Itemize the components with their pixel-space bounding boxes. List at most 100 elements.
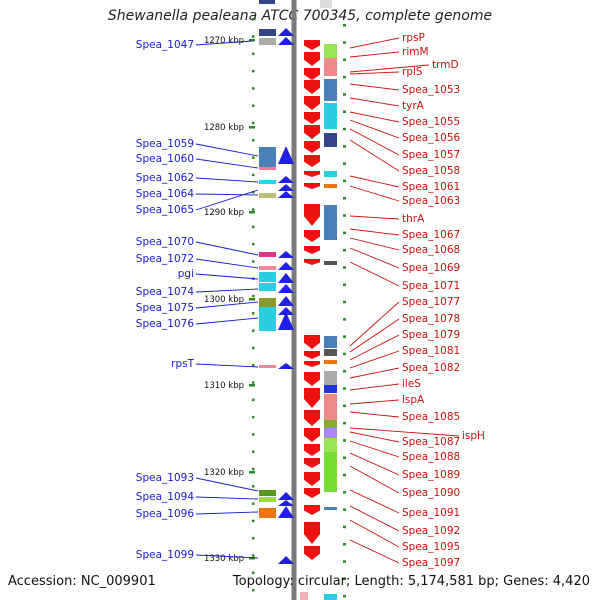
label-connector	[195, 301, 259, 309]
forward-gene-arrow	[278, 184, 294, 191]
tick-mark	[249, 471, 255, 474]
track-dot	[252, 554, 255, 557]
reverse-gene-arrow	[304, 351, 320, 359]
reverse-gene-arrow	[304, 458, 320, 468]
gene-block	[324, 336, 337, 348]
forward-gene-arrow	[278, 284, 294, 293]
genome-info-text: Topology: circular; Length: 5,174,581 bp…	[232, 574, 590, 589]
gene-label-right: Spea_1071	[402, 280, 460, 292]
label-connector	[349, 139, 400, 172]
gene-block	[324, 44, 337, 58]
track-dot	[343, 145, 346, 148]
gene-label-right: Spea_1097	[402, 557, 460, 569]
gene-label-right: tyrA	[402, 100, 425, 112]
label-connector	[195, 258, 259, 269]
gene-block	[259, 193, 276, 198]
reverse-gene-arrow	[304, 335, 320, 349]
tick-mark	[249, 557, 255, 560]
label-connector	[195, 288, 259, 293]
gene-label-left: Spea_1062	[136, 172, 194, 184]
label-connector	[349, 350, 400, 369]
track-dot	[252, 52, 255, 56]
gene-block	[324, 438, 337, 452]
label-connector	[349, 237, 400, 251]
track-dot	[252, 329, 255, 332]
gene-label-right: Spea_1089	[402, 469, 460, 481]
track-dot	[343, 404, 346, 408]
gene-block	[259, 497, 276, 502]
label-connector	[195, 40, 253, 46]
track-dot	[252, 225, 255, 229]
gene-label-right: Spea_1063	[402, 195, 460, 207]
track-dot	[343, 197, 346, 200]
gene-block	[324, 133, 337, 147]
track-dot	[252, 502, 255, 505]
tick-label: 1300 kbp	[204, 295, 244, 305]
track-dot	[343, 93, 346, 96]
tick-label: 1320 kbp	[204, 468, 244, 478]
gene-block	[324, 171, 337, 177]
gene-block	[324, 103, 337, 129]
track-dot	[252, 346, 255, 350]
track-dot	[252, 242, 255, 246]
reverse-gene-arrow	[304, 230, 320, 242]
label-connector	[195, 241, 259, 256]
label-connector	[349, 465, 400, 494]
track-dot	[343, 421, 346, 425]
forward-gene-arrow	[278, 307, 294, 315]
forward-gene-arrow	[278, 37, 294, 45]
label-connector	[195, 477, 259, 492]
track-dot	[252, 294, 255, 298]
reverse-gene-arrow	[304, 52, 320, 66]
label-connector	[195, 158, 259, 169]
tick-label: 1280 kbp	[204, 123, 244, 133]
track-dot	[252, 35, 255, 38]
forward-gene-arrow	[278, 262, 294, 270]
gene-block	[324, 261, 337, 265]
gene-block	[259, 298, 276, 307]
forward-gene-arrow	[278, 28, 294, 36]
gene-label-right: Spea_1067	[402, 229, 460, 241]
gene-label-right: rimM	[402, 46, 429, 58]
reverse-gene-arrow	[304, 171, 320, 177]
gene-label-right: Spea_1085	[402, 411, 460, 423]
gene-block	[259, 0, 275, 4]
reverse-gene-arrow	[304, 505, 320, 515]
track-dot	[343, 560, 346, 563]
track-dot	[343, 387, 346, 390]
forward-gene-arrow	[278, 146, 294, 164]
label-connector	[349, 261, 400, 287]
track-dot	[252, 485, 255, 488]
label-connector	[349, 228, 400, 236]
gene-label-left: pgi	[178, 268, 194, 280]
gene-label-left: rpsT	[171, 358, 194, 370]
gene-block	[324, 452, 337, 492]
gene-block	[324, 420, 337, 428]
label-connector	[349, 128, 400, 156]
label-connector	[195, 273, 259, 280]
reverse-gene-arrow	[304, 141, 320, 153]
gene-block	[324, 360, 337, 364]
gene-block	[259, 266, 276, 270]
label-connector	[349, 505, 400, 532]
gene-label-right: Spea_1058	[402, 165, 460, 177]
accession-text: Accession: NC_009901	[8, 574, 156, 589]
track-dot	[343, 75, 346, 79]
reverse-gene-arrow	[304, 155, 320, 167]
gene-block	[324, 385, 337, 393]
track-dot	[252, 260, 255, 263]
track-dot	[343, 300, 346, 304]
track-dot	[343, 162, 346, 165]
label-connector	[349, 318, 400, 353]
gene-block	[259, 272, 276, 282]
tick-mark	[249, 384, 255, 387]
track-dot	[343, 231, 346, 235]
gene-label-right: rpsP	[402, 32, 425, 44]
label-connector	[349, 411, 400, 418]
track-dot	[252, 415, 255, 419]
gene-label-left: Spea_1099	[136, 549, 194, 561]
track-dot	[343, 248, 346, 252]
forward-gene-arrow	[278, 363, 294, 369]
gene-label-right: Spea_1056	[402, 132, 461, 144]
gene-label-right: Spea_1077	[402, 296, 460, 308]
